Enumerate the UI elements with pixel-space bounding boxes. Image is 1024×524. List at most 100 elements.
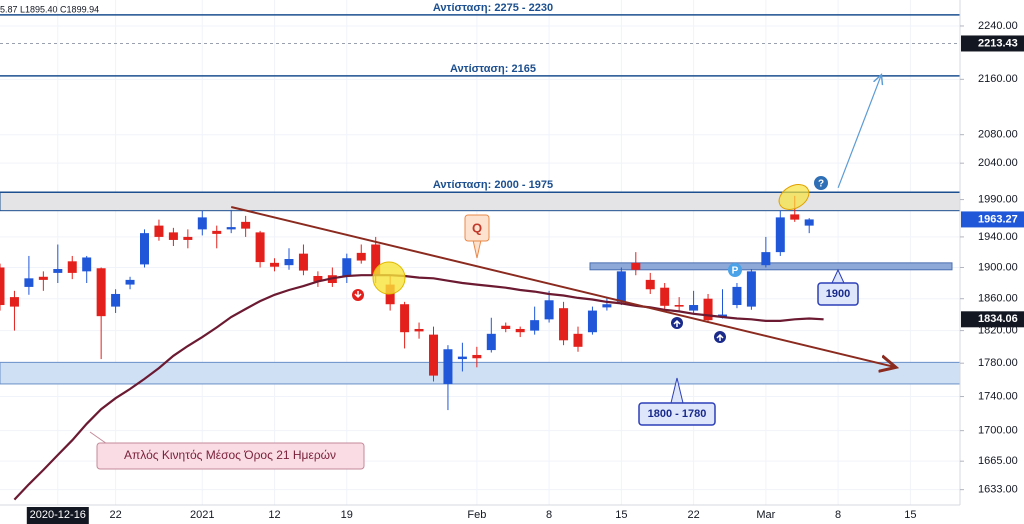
candle-body [515,328,525,333]
resistance-label: Αντίσταση: 2165 [450,63,536,75]
x-tick-label: 2020-12-16 [30,509,86,521]
x-tick-label: 15 [615,509,627,521]
candle-body [342,258,352,276]
candle-body [67,261,77,273]
decorations: 1800 - 1780 1900 Απλός Κινητός Μέσος Όρος … [89,176,859,470]
candle-body [429,334,438,376]
candle-body [140,233,149,265]
callout-box [817,282,859,306]
y-tick-label: 1990.00 [978,193,1018,205]
candle-body [241,221,251,229]
legend-box [96,442,365,470]
y-tick-label: 2040.00 [978,157,1018,169]
candle-body [559,308,569,341]
candle-body [255,232,265,263]
legend-label: Απλός Κινητός Μέσος Όρος 21 Ημερών [124,448,336,462]
marker-label: ? [818,179,824,190]
candle-body [457,356,467,360]
x-tick-label: Mar [756,509,775,521]
candle-body [111,293,121,307]
candle-body [125,279,135,285]
resistance-label: Αντίσταση: 2275 - 2230 [433,2,553,14]
candle-body [703,298,713,321]
price-label-box [961,311,1024,328]
y-tick-label: 1900.00 [978,261,1018,273]
candle-body [732,286,742,306]
crosshair-date-box [26,507,89,524]
price-label-box [961,35,1024,52]
y-tick-label: 1780.00 [978,357,1018,369]
axis: 2240.00 2160.00 2080.00 2040.00 1990.00 1940.… [26,20,1024,524]
candle-body [616,271,626,302]
x-tick-label: 22 [109,509,121,521]
candle-body [284,259,294,266]
candle-body [270,262,280,267]
y-tick-label: 1665.00 [978,455,1018,467]
zone-label: 1900 [826,288,850,300]
y-tick-label: 2240.00 [978,20,1018,32]
x-tick-label: 15 [904,509,916,521]
candle-body [197,217,207,230]
up-signal-arrow [673,319,681,327]
candle-body [718,314,727,317]
candle-body [573,333,583,347]
zone [589,262,953,271]
candle-body [168,232,178,240]
candle-body [501,325,511,329]
y-tick-label: 1820.00 [978,324,1018,336]
candle-body [660,287,670,306]
marker-label: P [732,266,739,277]
candle-body [790,214,800,220]
zones: Αντίσταση: 2275 - 2230 Αντίσταση: 2165 Αντ… [0,2,961,385]
highlight-circle [372,261,406,295]
candle-body [24,278,34,287]
candle-body [356,252,366,261]
zone [0,361,961,385]
candle-body [400,304,410,333]
zone-label: 1800 - 1780 [648,408,707,420]
x-tick-label: Feb [467,509,486,521]
price-label-box [961,211,1024,228]
candle-body [298,253,308,271]
x-tick-label: 2021 [190,509,214,521]
candle-body [544,300,554,320]
candle-body [371,244,381,276]
callout-pointer [670,377,684,404]
candle-body [804,219,814,226]
callout-pointer [831,268,845,284]
candle-body [38,276,48,280]
x-tick-label: 8 [546,509,552,521]
y-tick-label: 1940.00 [978,231,1018,243]
y-tick-label: 1700.00 [978,425,1018,437]
y-tick-label: 1740.00 [978,390,1018,402]
trend-line [230,206,896,367]
highlight-circle [778,184,810,210]
marker-box [464,214,490,242]
x-tick-label: 22 [687,509,699,521]
candle-body [631,262,641,270]
x-tick-label: 8 [835,509,841,521]
candle-body [414,328,424,332]
candle-body [313,275,323,282]
candle-body [602,304,612,308]
candle-body [183,236,193,240]
candle-body [674,305,684,307]
candle-body [486,333,496,351]
candle-body [761,252,771,266]
candle-body [96,268,106,317]
up-signal-arrow [716,333,724,341]
down-signal-arrow [354,291,362,299]
plot [0,75,896,501]
candle-body [53,269,63,273]
candle-body [775,217,785,253]
trend-line [837,75,881,189]
candle-body [587,310,597,333]
candle-body [0,267,5,306]
candle-body [472,354,482,359]
marker-circle [728,263,742,277]
y-tick-label: 1860.00 [978,293,1018,305]
callout-box [638,402,716,426]
candle-body [530,320,540,331]
y-tick-label: 1633.00 [978,484,1018,496]
